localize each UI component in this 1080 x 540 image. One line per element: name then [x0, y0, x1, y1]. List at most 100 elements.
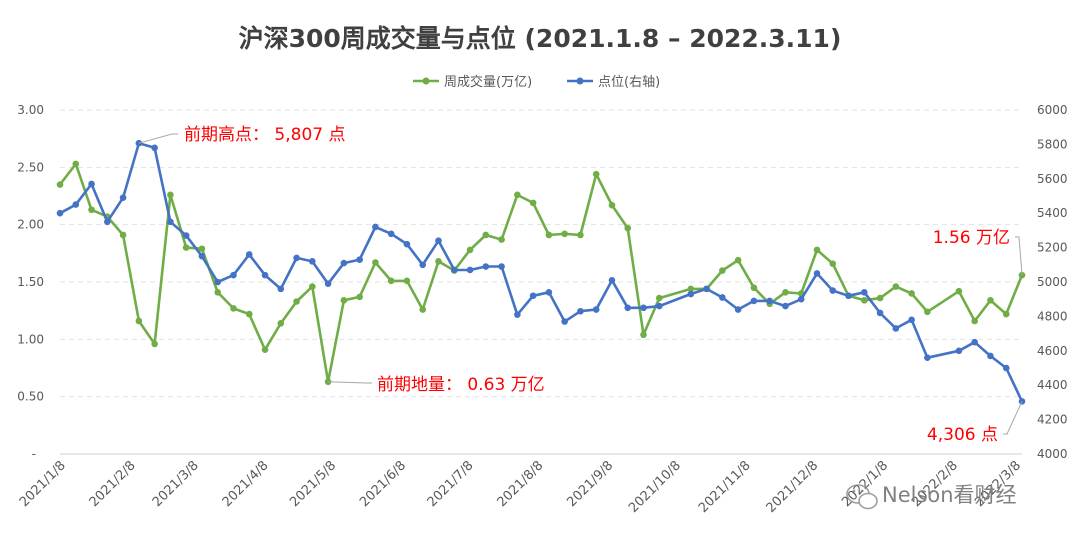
data-point-index — [182, 232, 190, 239]
data-point-index — [545, 289, 553, 296]
data-point-index — [719, 294, 726, 301]
data-point-index — [876, 309, 884, 317]
series-line-index — [59, 141, 1024, 402]
data-point-volume — [892, 283, 900, 290]
y-tick-label: 2.00 — [17, 218, 44, 232]
data-point-volume — [876, 294, 884, 302]
x-tick-label: 2021/2/8 — [87, 458, 139, 510]
data-point-index — [1002, 364, 1010, 372]
data-point-volume — [340, 297, 348, 304]
data-point-index — [245, 251, 253, 258]
x-tick-label: 2021/9/8 — [564, 458, 616, 510]
data-point-volume — [324, 378, 332, 386]
data-point-index — [860, 289, 868, 296]
data-point-index — [987, 352, 994, 360]
data-point-volume — [293, 298, 300, 305]
data-point-index — [592, 306, 600, 313]
data-point-index — [1018, 398, 1026, 405]
data-point-index — [766, 297, 773, 305]
data-point-volume — [624, 224, 632, 232]
data-point-volume — [387, 277, 395, 285]
data-point-volume — [924, 308, 931, 316]
data-point-volume — [608, 201, 616, 209]
data-point-volume — [577, 231, 584, 239]
data-point-volume — [135, 317, 143, 325]
data-point-index — [435, 237, 442, 245]
data-point-volume — [403, 277, 411, 285]
data-point-index — [703, 285, 710, 293]
x-tick-label: 2021/12/8 — [764, 458, 822, 516]
data-point-volume — [151, 340, 158, 348]
data-point-index — [309, 258, 316, 265]
data-point-volume — [1018, 271, 1026, 279]
data-point-index — [356, 256, 363, 263]
data-point-volume — [88, 206, 95, 214]
annotation-text: 1.56 万亿 — [933, 228, 1010, 248]
data-point-index — [419, 261, 427, 269]
y2-tick-label: 4800 — [1037, 309, 1068, 323]
gridlines — [60, 109, 1022, 455]
legend-label: 周成交量(万亿) — [444, 74, 532, 90]
data-point-volume — [955, 287, 963, 295]
data-point-index — [561, 318, 568, 325]
data-point-index — [924, 354, 931, 361]
data-point-index — [514, 311, 521, 318]
y2-tick-label: 4400 — [1037, 378, 1068, 392]
data-point-index — [498, 263, 505, 270]
data-point-index — [624, 304, 632, 312]
data-point-index — [734, 306, 742, 313]
data-point-index — [797, 295, 805, 303]
y2-tick-label: 6000 — [1037, 103, 1068, 117]
data-point-volume — [987, 297, 994, 304]
data-point-volume — [655, 294, 663, 302]
x-tick-label: 2021/1/8 — [17, 458, 69, 510]
data-point-index — [104, 218, 111, 226]
y2-tick-label: 5400 — [1037, 206, 1068, 220]
data-point-volume — [419, 306, 427, 313]
data-point-volume — [640, 331, 647, 339]
data-point-index — [372, 223, 379, 231]
annotation-leader — [1003, 401, 1023, 435]
data-point-volume — [813, 246, 821, 254]
data-point-index — [56, 209, 64, 217]
data-point-volume — [482, 231, 490, 239]
data-point-index — [482, 263, 490, 270]
data-point-index — [387, 230, 395, 238]
data-point-volume — [435, 258, 442, 265]
data-point-index — [88, 180, 95, 188]
data-point-volume — [198, 245, 206, 253]
data-point-volume — [829, 260, 837, 267]
data-point-index — [845, 292, 852, 300]
data-point-volume — [261, 346, 269, 353]
data-point-volume — [719, 267, 726, 274]
series-group — [56, 139, 1026, 405]
legend-marker — [576, 77, 584, 85]
data-point-index — [971, 338, 978, 346]
data-point-index — [750, 297, 758, 305]
y2-tick-label: 4000 — [1037, 447, 1068, 461]
y2-tick-label: 5600 — [1037, 172, 1068, 186]
data-point-index — [640, 304, 647, 312]
data-point-index — [450, 266, 458, 274]
data-point-volume — [356, 293, 363, 301]
data-point-volume — [466, 246, 474, 254]
data-point-index — [230, 271, 237, 279]
data-point-index — [135, 139, 143, 147]
wechat-icon — [846, 484, 878, 510]
chart-title: 沪深300周成交量与点位 (2021.1.8 – 2022.3.11) — [239, 24, 842, 53]
data-point-volume — [734, 256, 742, 264]
data-point-index — [72, 201, 80, 208]
x-tick-label: 2021/7/8 — [425, 458, 477, 510]
series-line-volume — [58, 162, 1024, 384]
data-point-volume — [277, 319, 285, 327]
data-point-volume — [167, 191, 174, 199]
data-point-volume — [529, 199, 537, 207]
y2-tick-label: 5200 — [1037, 241, 1068, 255]
data-point-volume — [230, 305, 237, 312]
x-tick-label: 2021/8/8 — [495, 458, 547, 510]
annotation-text: 4,306 点 — [927, 425, 998, 445]
data-point-volume — [72, 160, 80, 168]
x-tick-label: 2021/10/8 — [626, 458, 684, 516]
watermark: Nelson看财经 — [846, 483, 1017, 510]
